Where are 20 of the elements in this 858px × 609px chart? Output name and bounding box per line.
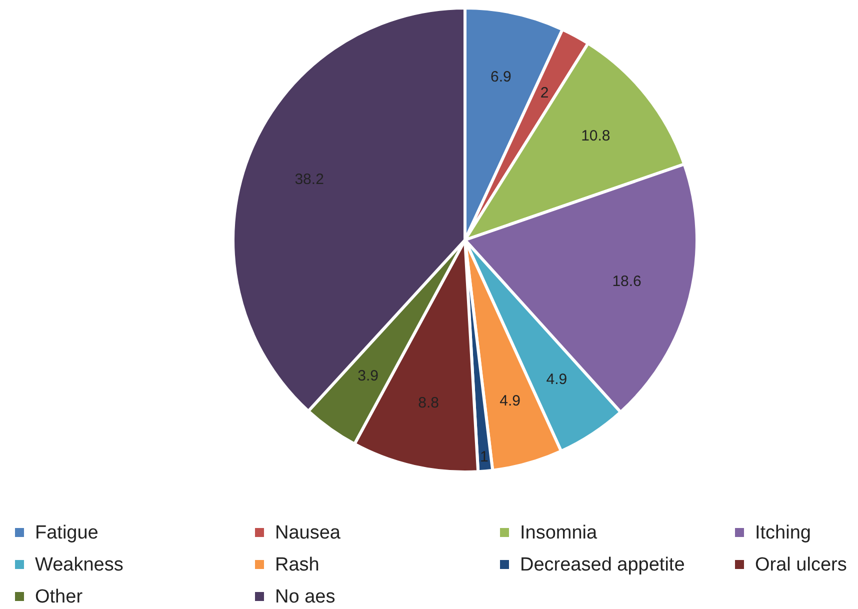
data-label: 2 [540, 84, 549, 102]
legend-label: Nausea [275, 522, 341, 544]
legend-label: Insomnia [520, 522, 598, 544]
legend-label: Decreased appetite [520, 554, 685, 576]
data-label: 38.2 [294, 170, 324, 188]
data-label: 10.8 [581, 127, 610, 144]
data-label: 18.6 [612, 273, 642, 290]
legend-label: Other [35, 586, 84, 608]
data-label: 3.9 [358, 368, 379, 385]
data-label: 4.9 [546, 371, 568, 388]
legend-label: Itching [755, 522, 811, 544]
data-label: 4.9 [500, 392, 521, 410]
legend-label: Rash [275, 554, 320, 576]
data-label: 8.8 [418, 394, 439, 412]
data-label: 1 [480, 448, 488, 466]
legend-label: Fatigue [35, 522, 98, 544]
legend-label: No aes [275, 586, 336, 608]
legend-label: Oral ulcers [755, 554, 847, 576]
data-label: 6.9 [490, 68, 512, 86]
legend-label: Weakness [35, 554, 124, 576]
